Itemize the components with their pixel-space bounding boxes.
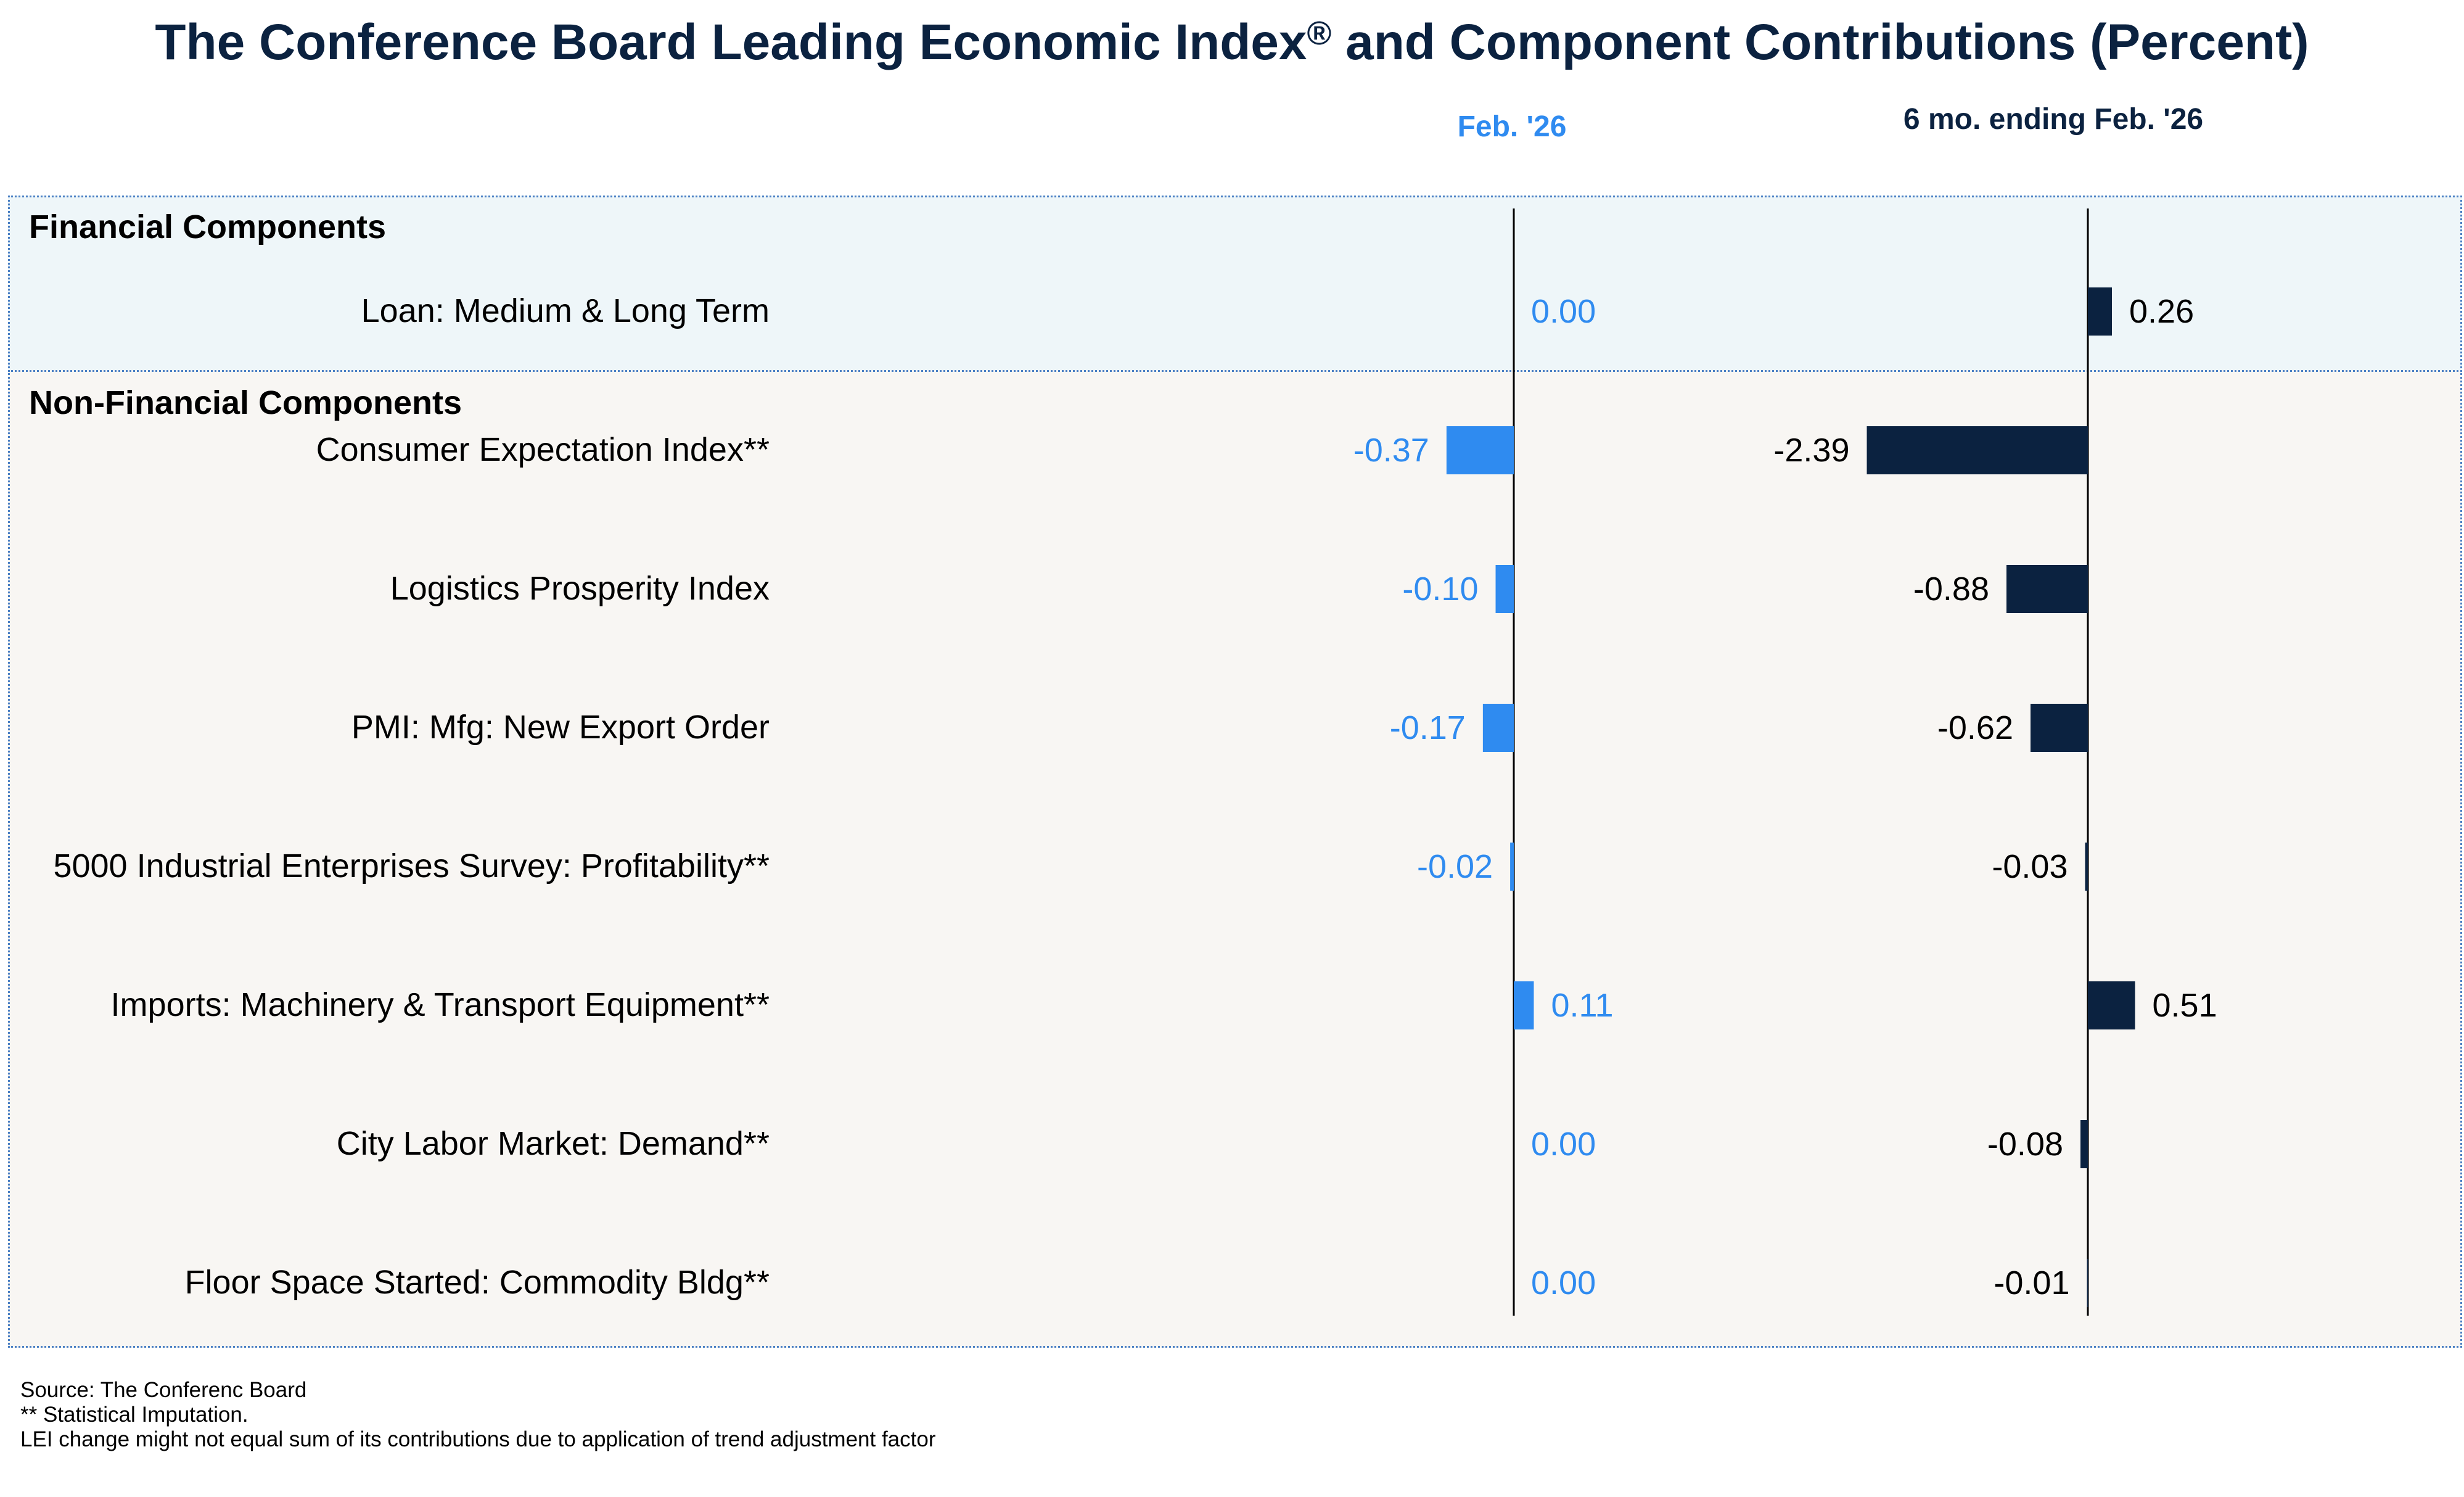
bar-6mo	[2088, 287, 2112, 336]
row-label: Floor Space Started: Commodity Bldg**	[184, 1264, 770, 1301]
bar-6mo	[2088, 981, 2135, 1029]
registered-mark: ®	[1307, 15, 1332, 52]
row-label: 5000 Industrial Enterprises Survey: Prof…	[53, 847, 770, 885]
data-label-6mo: -0.08	[1987, 1126, 2063, 1163]
group-label-financial: Financial Components	[29, 208, 387, 245]
data-label-feb: -0.02	[1417, 848, 1493, 885]
data-label-feb: 0.11	[1551, 987, 1613, 1024]
footer-source: Source: The Conferenc Board	[20, 1378, 307, 1402]
row-label: PMI: Mfg: New Export Order	[351, 709, 770, 746]
data-label-feb: 0.00	[1531, 1126, 1596, 1163]
bar-feb	[1482, 704, 1514, 752]
bar-feb	[1514, 981, 1534, 1029]
chart-title: The Conference Board Leading Economic In…	[0, 14, 2464, 72]
data-label-6mo: 0.26	[2129, 293, 2194, 330]
bar-feb	[1446, 426, 1514, 474]
data-label-6mo: -0.01	[1994, 1264, 2069, 1301]
bar-6mo	[2031, 704, 2088, 752]
row-label: Loan: Medium & Long Term	[361, 292, 770, 329]
bar-6mo	[2085, 843, 2088, 891]
financial-components-panel	[8, 196, 2462, 372]
data-label-6mo: 0.51	[2153, 987, 2217, 1024]
row-label: City Labor Market: Demand**	[336, 1125, 770, 1162]
bar-feb	[1510, 843, 1514, 891]
data-label-6mo: -0.03	[1992, 848, 2068, 885]
column-header-feb: Feb. '26	[1457, 110, 1567, 143]
non-financial-components-panel	[8, 370, 2462, 1348]
column-header-6mo: 6 mo. ending Feb. '26	[1903, 103, 2204, 136]
chart-title-suffix: and Component Contributions (Percent)	[1331, 14, 2309, 70]
bar-6mo	[1866, 426, 2088, 474]
bar-6mo	[2087, 1259, 2088, 1307]
footer-note-imputation: ** Statistical Imputation.	[20, 1403, 248, 1427]
group-label-non-financial: Non-Financial Components	[29, 384, 462, 421]
bar-6mo	[2006, 565, 2088, 613]
data-label-6mo: -0.62	[1937, 709, 2013, 746]
row-label: Consumer Expectation Index**	[316, 431, 770, 468]
data-label-6mo: -0.88	[1913, 571, 1989, 608]
chart-title-text: The Conference Board Leading Economic In…	[155, 14, 1307, 70]
data-label-feb: -0.10	[1402, 571, 1478, 608]
data-label-feb: -0.17	[1390, 709, 1466, 746]
row-label: Logistics Prosperity Index	[390, 570, 770, 607]
row-label: Imports: Machinery & Transport Equipment…	[110, 986, 770, 1023]
data-label-feb: -0.37	[1353, 432, 1429, 469]
footer-note-trend: LEI change might not equal sum of its co…	[20, 1427, 936, 1451]
bar-feb	[1495, 565, 1514, 613]
data-label-feb: 0.00	[1531, 1264, 1596, 1301]
data-label-feb: 0.00	[1531, 293, 1596, 330]
bar-6mo	[2080, 1120, 2088, 1168]
data-label-6mo: -2.39	[1773, 432, 1849, 469]
